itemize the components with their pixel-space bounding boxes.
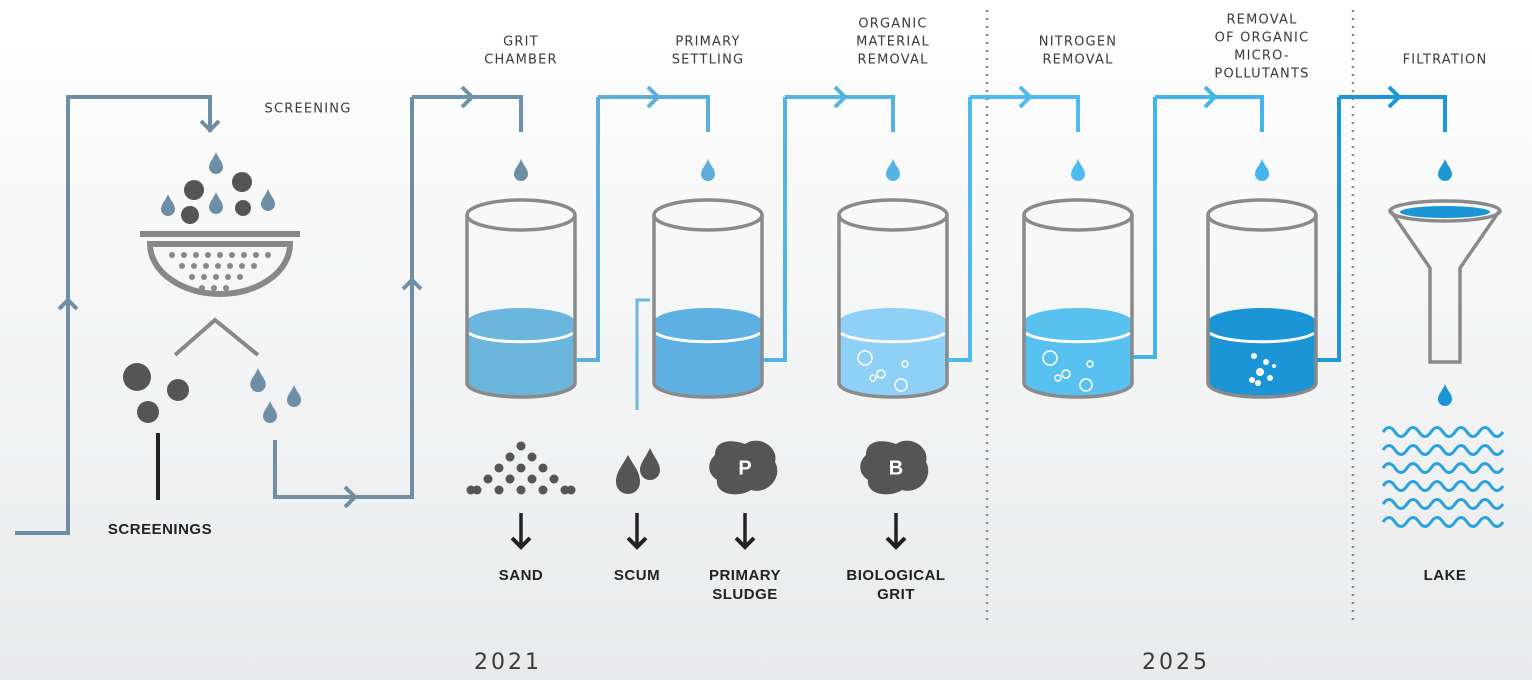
year-label: 2025 [1142, 650, 1210, 675]
dot [229, 252, 235, 258]
dot [167, 379, 189, 401]
dot [517, 442, 526, 451]
dot [528, 475, 537, 484]
output-label: GRIT [877, 586, 915, 603]
dot [184, 180, 204, 200]
dot [227, 263, 233, 269]
dot [506, 453, 515, 462]
dot [213, 274, 219, 280]
dot [217, 252, 223, 258]
output-label: PRIMARY [709, 567, 781, 584]
dot [215, 263, 221, 269]
dot [205, 252, 211, 258]
dot [517, 486, 526, 495]
dot [201, 274, 207, 280]
dot [1255, 380, 1261, 386]
stage-label: REMOVAL [1042, 53, 1113, 68]
dot [1249, 377, 1255, 383]
tank-liquid [654, 308, 762, 397]
dot [1263, 359, 1269, 365]
output-label: SCUM [614, 567, 660, 584]
dot [517, 464, 526, 473]
tank-liquid [839, 308, 947, 397]
stage-label: REMOVAL [1226, 13, 1297, 28]
dot [1251, 353, 1257, 359]
dot [1256, 368, 1264, 376]
dot [181, 206, 199, 224]
dot [253, 252, 259, 258]
dot [265, 252, 271, 258]
stage-label: MICRO- [1234, 49, 1290, 64]
output-label: SLUDGE [712, 586, 778, 603]
dot [191, 263, 197, 269]
stage-label: REMOVAL [857, 53, 928, 68]
dot [539, 486, 548, 495]
dot [123, 363, 151, 391]
funnel-water [1400, 206, 1490, 218]
tank-liquid [1024, 308, 1132, 397]
stage-label: OF ORGANIC [1215, 31, 1310, 46]
tank-liquid [467, 308, 575, 397]
stage-label: SCREENING [265, 102, 352, 117]
stage-label: MATERIAL [856, 35, 930, 50]
dot [189, 274, 195, 280]
dot [539, 464, 548, 473]
dot [169, 252, 175, 258]
dot [506, 475, 515, 484]
output-label: SAND [499, 567, 544, 584]
stage-label: ORGANIC [858, 17, 927, 32]
output-label: SCREENINGS [108, 521, 212, 538]
dot [528, 453, 537, 462]
output-label: LAKE [1424, 567, 1467, 584]
sludge-marker: B [889, 457, 903, 479]
dot [567, 486, 576, 495]
sludge-marker: P [738, 457, 751, 479]
dot [251, 263, 257, 269]
dot [203, 263, 209, 269]
dot [484, 475, 493, 484]
dot [239, 263, 245, 269]
stage-label: FILTRATION [1403, 53, 1488, 68]
dot [179, 263, 185, 269]
dot [495, 486, 504, 495]
stage-label: CHAMBER [484, 53, 558, 68]
output-label: BIOLOGICAL [846, 567, 945, 584]
dot [235, 200, 251, 216]
dot [223, 285, 229, 291]
dot [550, 475, 559, 484]
dot [467, 486, 476, 495]
dot [181, 252, 187, 258]
dot [232, 172, 252, 192]
stage-label: NITROGEN [1039, 35, 1117, 50]
dot [211, 285, 217, 291]
dot [1272, 364, 1276, 368]
year-label: 2021 [474, 650, 542, 675]
dot [241, 252, 247, 258]
dot [137, 401, 159, 423]
dot [225, 274, 231, 280]
dot [1267, 375, 1273, 381]
stage-label: GRIT [503, 35, 539, 50]
stage-label: PRIMARY [675, 35, 740, 50]
tank-liquid [1208, 308, 1316, 397]
process-diagram: SCREENING SCREENINGS GRIT CHAMBER PRIMARY SET… [0, 0, 1532, 680]
dot [237, 274, 243, 280]
dot [193, 252, 199, 258]
dot [495, 464, 504, 473]
stage-label: POLLUTANTS [1214, 67, 1309, 82]
dot [199, 285, 205, 291]
stage-label: SETTLING [672, 53, 745, 68]
